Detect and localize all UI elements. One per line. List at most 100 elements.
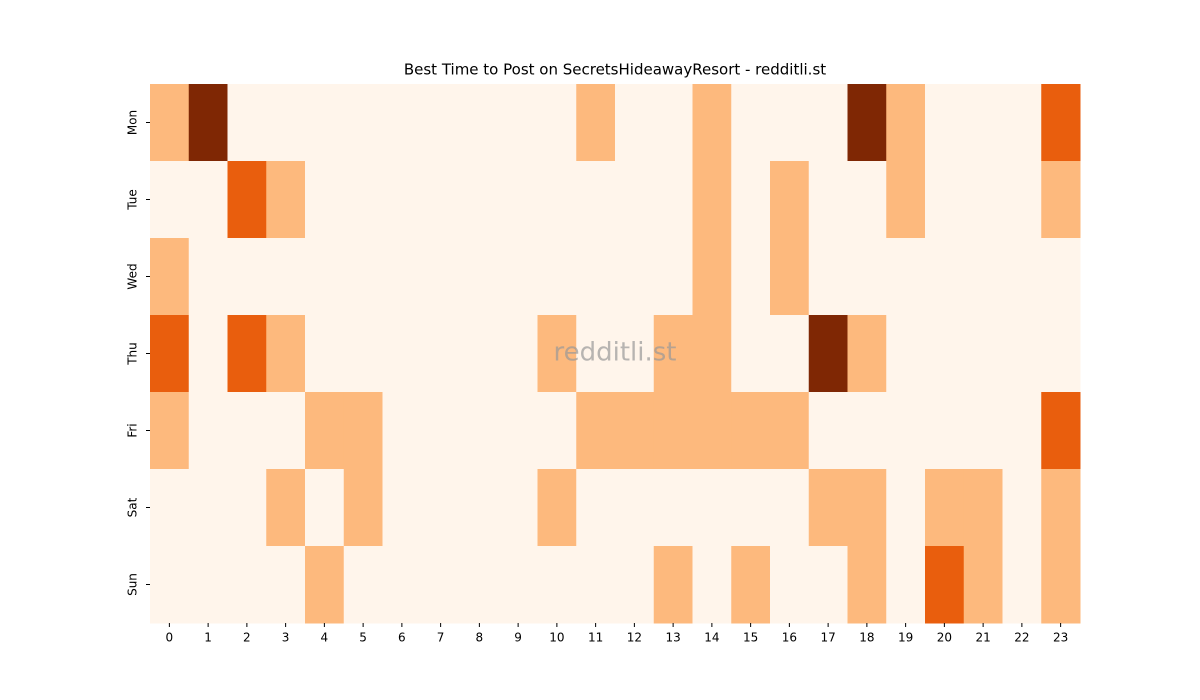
heatmap-cell	[382, 315, 422, 393]
x-tick-label: 22	[1014, 631, 1029, 645]
heatmap-cell	[343, 469, 383, 547]
heatmap-cell	[808, 84, 848, 162]
x-tick-label: 23	[1053, 631, 1068, 645]
heatmap-cell	[266, 392, 306, 470]
watermark: redditli.st	[554, 338, 677, 368]
heatmap-cell	[692, 161, 732, 239]
heatmap-cell	[1041, 315, 1081, 393]
y-tick-label: Tue	[126, 189, 140, 211]
x-tick-label: 8	[476, 631, 484, 645]
heatmap-cell	[305, 392, 345, 470]
heatmap-cell	[731, 392, 771, 470]
heatmap-cell	[460, 392, 500, 470]
x-tick-label: 4	[321, 631, 329, 645]
y-tick-label: Sat	[126, 497, 140, 517]
heatmap-cell	[847, 546, 887, 624]
heatmap-cell	[382, 469, 422, 547]
heatmap-cell	[576, 392, 616, 470]
heatmap-cell	[421, 469, 461, 547]
x-tick-label: 5	[359, 631, 367, 645]
heatmap-cell	[498, 238, 538, 316]
heatmap-cell	[537, 161, 577, 239]
heatmap-cell	[615, 161, 655, 239]
y-tick-label: Mon	[126, 110, 140, 135]
x-tick-label: 2	[243, 631, 251, 645]
heatmap-cell	[460, 546, 500, 624]
heatmap-cell	[692, 315, 732, 393]
heatmap-cell	[886, 546, 926, 624]
heatmap-cell	[537, 469, 577, 547]
heatmap-cell	[653, 238, 693, 316]
heatmap-cell	[1041, 238, 1081, 316]
heatmap-cell	[150, 469, 190, 547]
heatmap-cell	[150, 238, 190, 316]
heatmap-cell	[421, 546, 461, 624]
heatmap-cell	[925, 546, 965, 624]
heatmap-cell	[343, 161, 383, 239]
heatmap-cell	[227, 315, 267, 393]
heatmap-cell	[227, 161, 267, 239]
x-tick-label: 16	[782, 631, 797, 645]
heatmap-cell	[808, 161, 848, 239]
heatmap-cell	[305, 238, 345, 316]
heatmap-cell	[382, 84, 422, 162]
heatmap-cell	[305, 315, 345, 393]
heatmap-cell	[925, 161, 965, 239]
heatmap-cell	[925, 469, 965, 547]
heatmap-cell	[537, 238, 577, 316]
heatmap-cell	[847, 469, 887, 547]
heatmap-cell	[421, 161, 461, 239]
heatmap-cell	[343, 546, 383, 624]
heatmap-cell	[692, 84, 732, 162]
heatmap-cell	[227, 84, 267, 162]
heatmap-cell	[963, 546, 1003, 624]
heatmap-cell	[150, 161, 190, 239]
heatmap-cell	[731, 238, 771, 316]
x-tick-label: 21	[975, 631, 990, 645]
heatmap-cell	[653, 392, 693, 470]
y-tick-label: Fri	[126, 423, 140, 437]
heatmap-cell	[1002, 392, 1042, 470]
heatmap-cell	[305, 161, 345, 239]
heatmap-cell	[343, 392, 383, 470]
chart-title: Best Time to Post on SecretsHideawayReso…	[404, 61, 826, 79]
heatmap-cell	[421, 315, 461, 393]
x-tick-label: 3	[282, 631, 290, 645]
heatmap-cell	[770, 238, 810, 316]
heatmap-cell	[653, 84, 693, 162]
heatmap-cell	[808, 238, 848, 316]
heatmap-cell	[576, 546, 616, 624]
heatmap-cell	[305, 84, 345, 162]
heatmap-cell	[150, 84, 190, 162]
x-tick-label: 1	[204, 631, 212, 645]
heatmap-cell	[266, 238, 306, 316]
heatmap-cell	[925, 392, 965, 470]
heatmap-cell	[770, 315, 810, 393]
heatmap-cell	[731, 546, 771, 624]
heatmap-cell	[460, 238, 500, 316]
heatmap-cell	[576, 238, 616, 316]
heatmap-cell	[653, 546, 693, 624]
heatmap-cell	[1041, 392, 1081, 470]
x-tick-label: 14	[704, 631, 719, 645]
heatmap-cell	[498, 469, 538, 547]
heatmap-cell	[460, 315, 500, 393]
x-tick-label: 0	[166, 631, 174, 645]
heatmap-cell	[1002, 315, 1042, 393]
heatmap-cell	[770, 392, 810, 470]
heatmap-cell	[421, 84, 461, 162]
heatmap-cell	[925, 315, 965, 393]
heatmap-cell	[1002, 161, 1042, 239]
heatmap-cell	[886, 315, 926, 393]
heatmap-cell	[770, 84, 810, 162]
heatmap-cell	[1002, 469, 1042, 547]
heatmap-cell	[963, 161, 1003, 239]
heatmap-cell	[770, 161, 810, 239]
heatmap-cell	[576, 161, 616, 239]
x-tick-label: 19	[898, 631, 913, 645]
x-tick-label: 11	[588, 631, 603, 645]
heatmap-cell	[460, 161, 500, 239]
heatmap-cell	[150, 546, 190, 624]
heatmap-cell	[770, 546, 810, 624]
x-tick-label: 20	[937, 631, 952, 645]
